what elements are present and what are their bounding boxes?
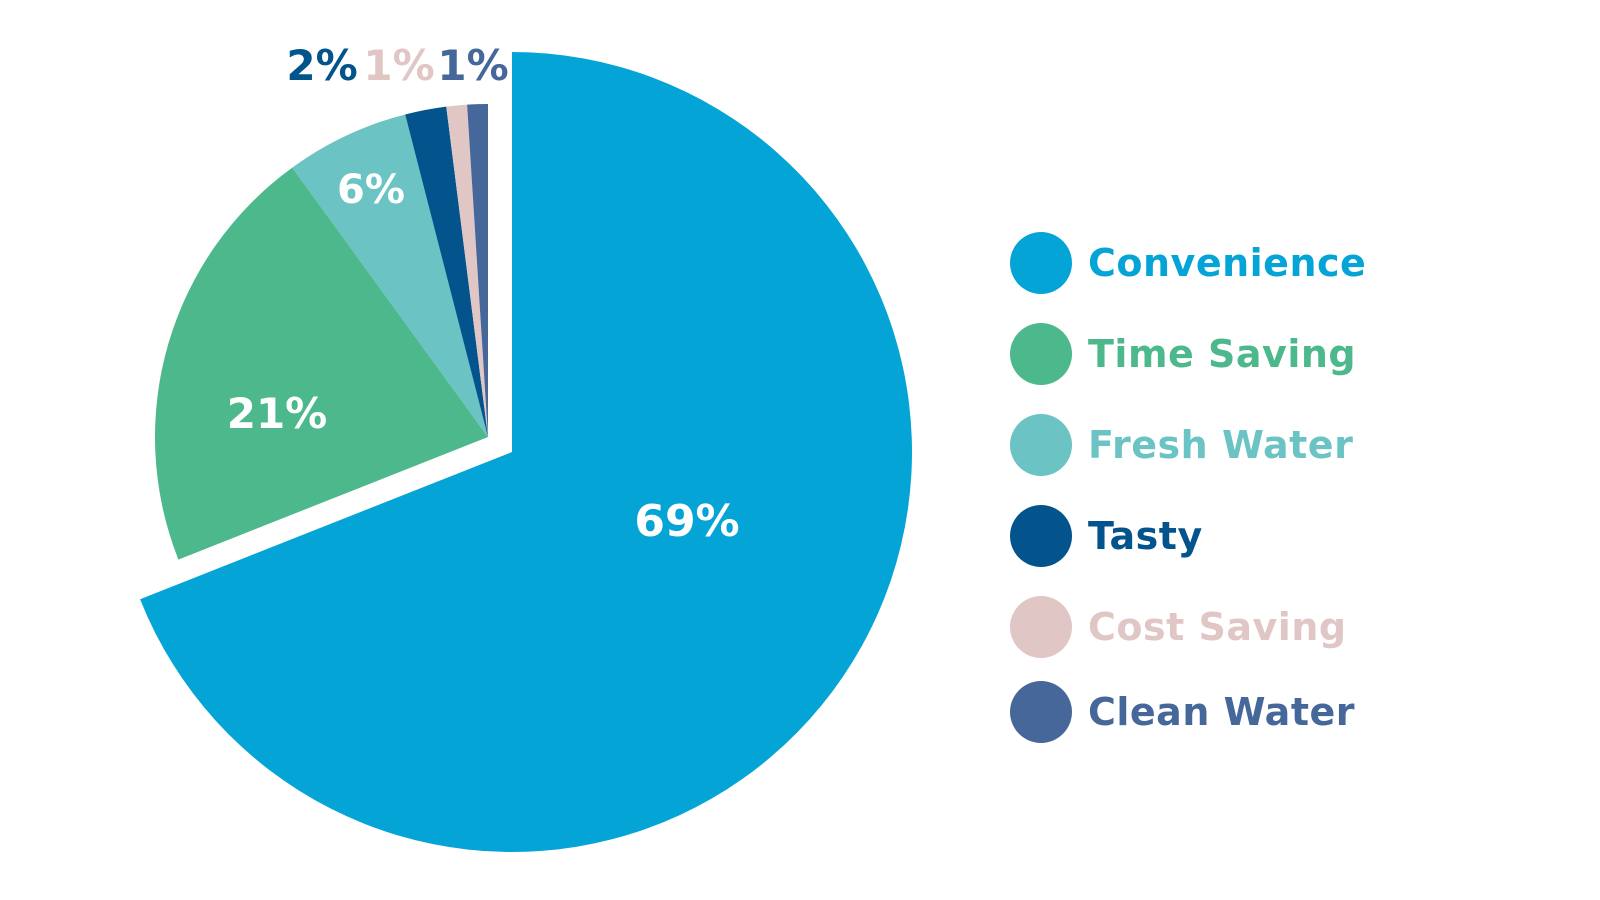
legend-item-cost-saving: Cost Saving xyxy=(1010,596,1366,658)
slice-value-label: 2% xyxy=(286,41,357,90)
pie-slice-tasty xyxy=(405,106,488,438)
pie-slice-fresh-water xyxy=(292,114,488,438)
legend-swatch-icon xyxy=(1010,414,1072,476)
legend-swatch-icon xyxy=(1010,232,1072,294)
legend-item-time-saving: Time Saving xyxy=(1010,323,1366,385)
slice-value-label: 6% xyxy=(337,167,405,213)
slice-value-label: 1% xyxy=(437,41,508,90)
slice-value-label: 1% xyxy=(363,41,434,90)
slice-value-label: 69% xyxy=(634,496,739,547)
legend-label: Convenience xyxy=(1088,241,1367,285)
legend-swatch-icon xyxy=(1010,596,1072,658)
pie-slice-clean-water xyxy=(467,104,488,437)
slice-value-label: 21% xyxy=(227,389,328,438)
legend-label: Time Saving xyxy=(1088,332,1357,376)
legend-item-convenience: Convenience xyxy=(1010,232,1366,294)
legend-label: Fresh Water xyxy=(1088,423,1354,467)
pie-slice-convenience xyxy=(140,52,912,852)
legend-label: Clean Water xyxy=(1088,690,1355,734)
legend-swatch-icon xyxy=(1010,505,1072,567)
pie-chart: 69%21%6%2% 1% 1% xyxy=(140,41,912,852)
legend-label: Cost Saving xyxy=(1088,605,1347,649)
pie-slice-time-saving xyxy=(154,167,488,560)
legend-swatch-icon xyxy=(1010,681,1072,743)
pie-slice-cost-saving xyxy=(446,104,488,437)
legend-item-clean-water: Clean Water xyxy=(1010,681,1366,743)
legend-item-fresh-water: Fresh Water xyxy=(1010,414,1366,476)
legend: Convenience Time Saving Fresh Water Tast… xyxy=(1010,232,1366,772)
legend-item-tasty: Tasty xyxy=(1010,505,1366,567)
legend-swatch-icon xyxy=(1010,323,1072,385)
legend-label: Tasty xyxy=(1088,514,1203,558)
